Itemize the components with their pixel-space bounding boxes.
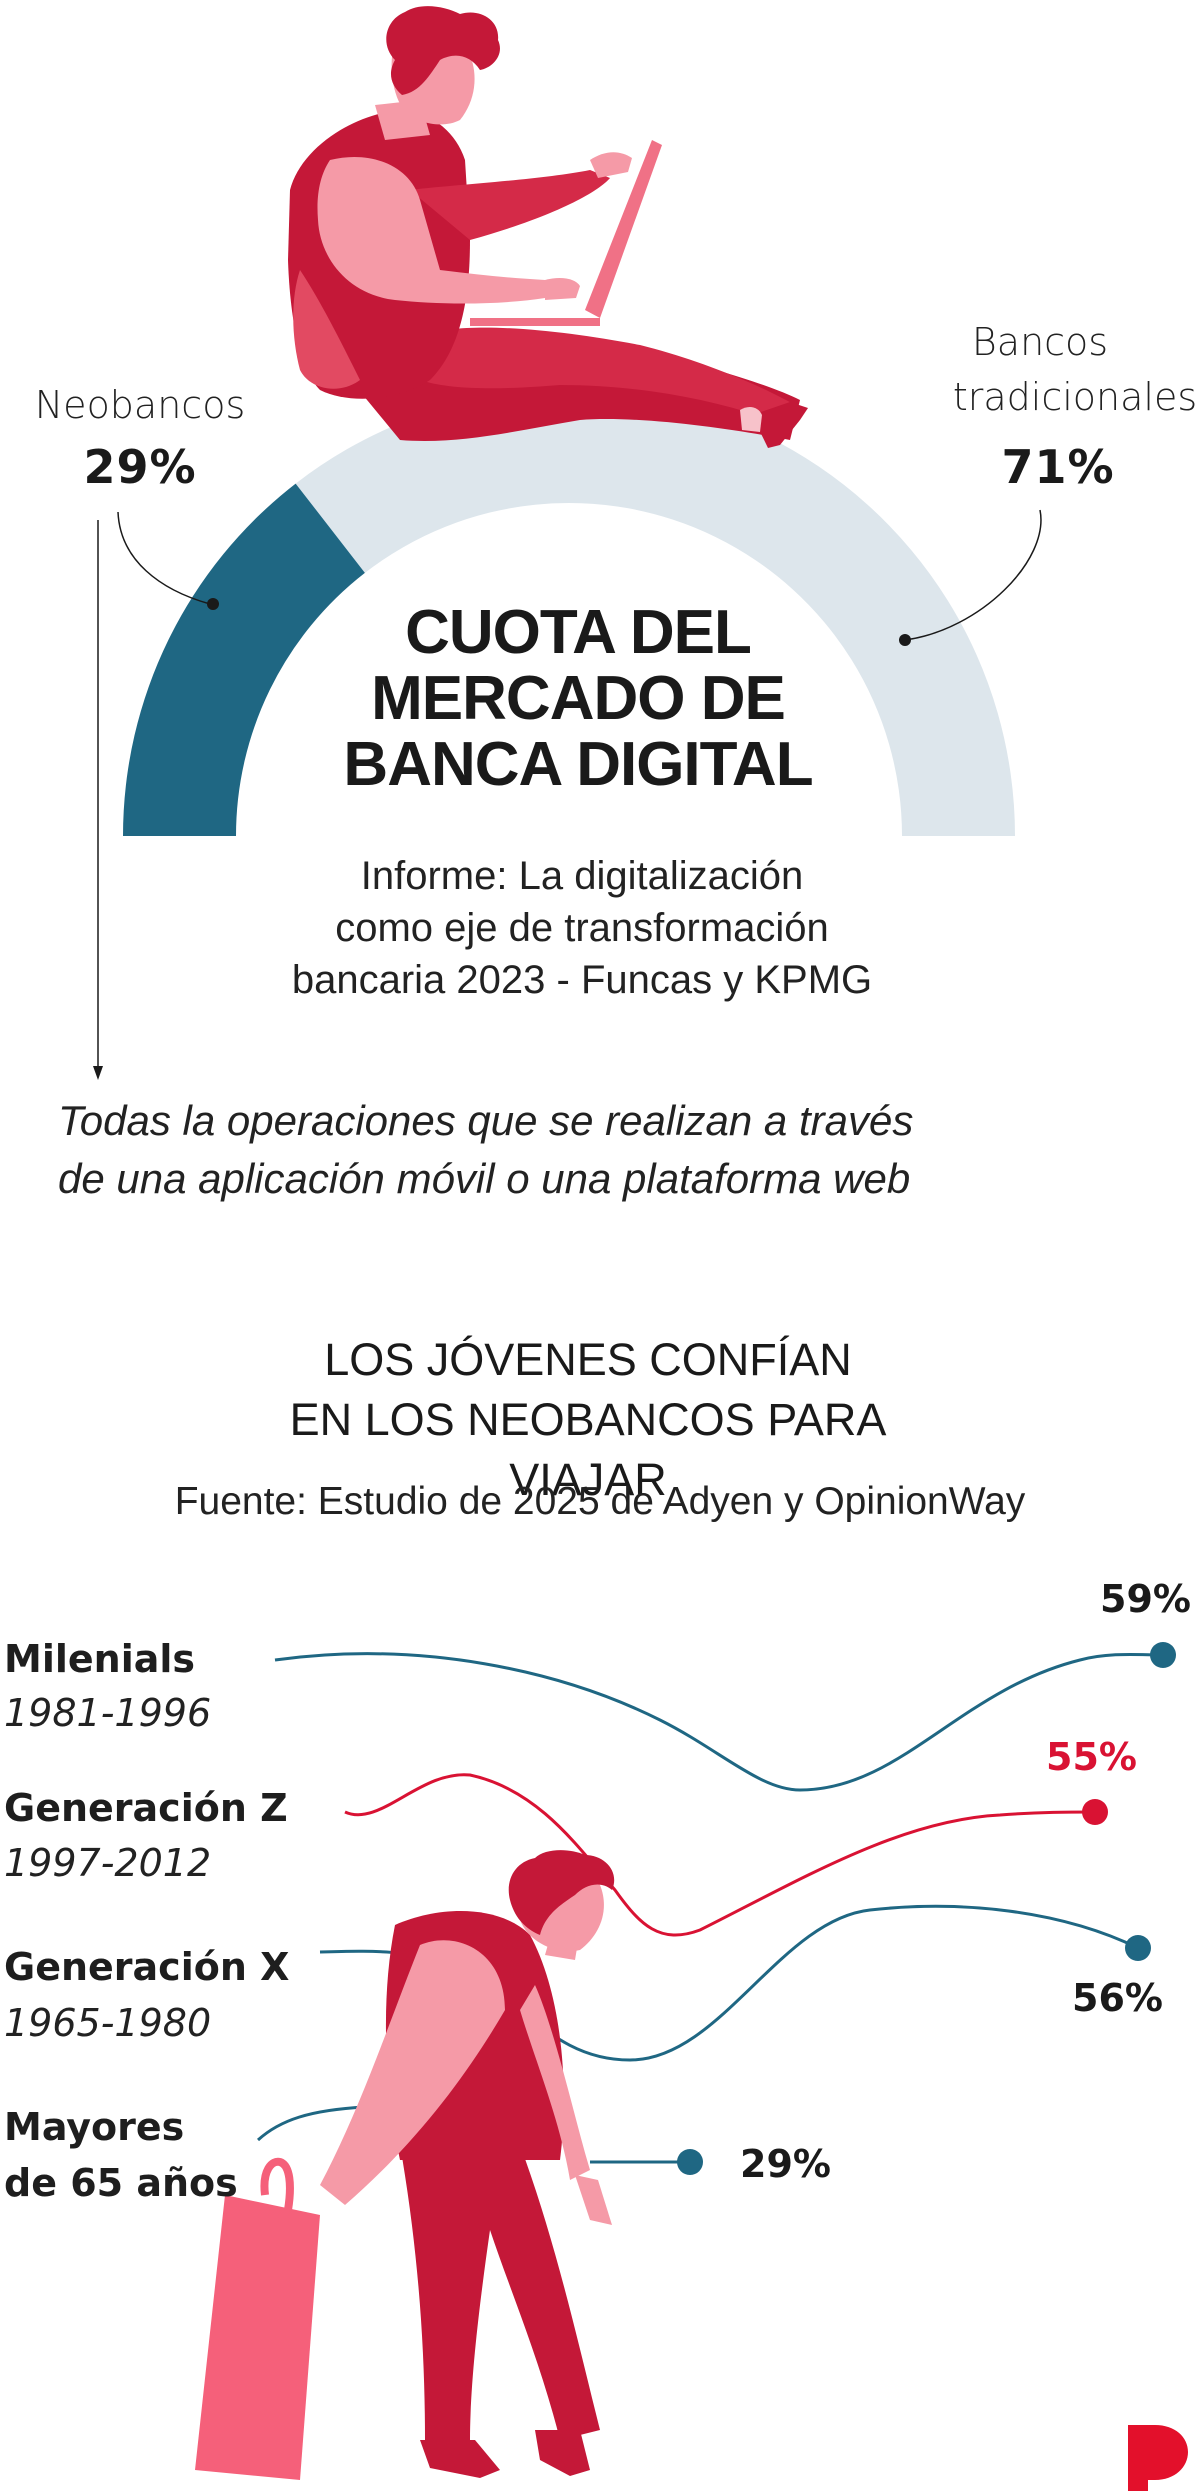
- slice-label-bancos-line1: Bancos: [971, 320, 1109, 364]
- footnote-digital-banking: Todas la operaciones que se realizan a t…: [58, 1092, 913, 1208]
- value-label-milenials: 59%: [1100, 1577, 1191, 1621]
- group-label-mayores-line1: Mayores: [4, 2105, 185, 2149]
- brand-logo-icon: [1128, 2425, 1188, 2491]
- series-endpoint-1: [1082, 1799, 1108, 1825]
- chart-title-cuota: CUOTA DEL MERCADO DE BANCA DIGITAL: [343, 598, 813, 799]
- slice-label-bancos-line2: tradicionales: [952, 375, 1198, 419]
- chart-source-informe: Informe: La digitalización como eje de t…: [292, 850, 872, 1006]
- walking-person-bag-illustration: [195, 1850, 615, 2480]
- group-years-milenials: 1981-1996: [4, 1691, 212, 1735]
- group-years-generacion-x: 1965-1980: [4, 2001, 212, 2045]
- group-label-milenials: Milenials: [4, 1637, 196, 1681]
- group-label-mayores-line2: de 65 años: [4, 2161, 238, 2205]
- value-label-generacion-z: 55%: [1046, 1735, 1137, 1779]
- leader-line-neobancos: [117, 511, 219, 610]
- sitting-person-laptop-illustration: [288, 6, 808, 448]
- series-endpoint-0: [1150, 1642, 1176, 1668]
- source-line: bancaria 2023 - Funcas y KPMG: [291, 958, 873, 1002]
- slice-value-neobancos: 29%: [83, 440, 197, 494]
- series-line-0: [274, 1652, 1164, 1792]
- title-line: BANCA DIGITAL: [343, 730, 813, 799]
- slice-label-neobancos: Neobancos: [34, 383, 246, 427]
- source-line: Informe: La digitalización: [360, 854, 804, 898]
- title-line: MERCADO DE: [371, 664, 786, 733]
- title-line: LOS JÓVENES CONFÍAN: [324, 1334, 852, 1385]
- group-label-generacion-x: Generación X: [4, 1945, 290, 1989]
- value-label-generacion-x: 56%: [1072, 1976, 1163, 2020]
- arc-slice-neobancos: [123, 483, 365, 836]
- chart-title-jovenes: LOS JÓVENES CONFÍAN EN LOS NEOBANCOS PAR…: [282, 1330, 894, 1510]
- title-line: CUOTA DEL: [405, 598, 752, 667]
- series-line-1: [344, 1773, 1096, 1937]
- arc-slice-bancos-tradicionales: [295, 389, 1016, 836]
- value-label-mayores: 29%: [740, 2142, 831, 2186]
- series-endpoint-2: [1125, 1935, 1151, 1961]
- footnote-line: Todas la operaciones que se realizan a t…: [58, 1097, 914, 1144]
- slice-value-bancos-tradicionales: 71%: [1001, 440, 1115, 494]
- title-line: EN LOS NEOBANCOS PARA VIAJAR: [289, 1394, 887, 1505]
- footnote-line: de una aplicación móvil o una plataforma…: [58, 1155, 911, 1202]
- footnote-arrow: [93, 520, 103, 1080]
- leader-line-bancos-tradicionales: [899, 509, 1042, 646]
- chart-source-adyen: Fuente: Estudio de 2025 de Adyen y Opini…: [174, 1480, 1026, 1523]
- group-years-generacion-z: 1997-2012: [4, 1841, 212, 1885]
- series-endpoint-3: [677, 2149, 703, 2175]
- source-line: como eje de transformación: [335, 906, 829, 950]
- group-label-generacion-z: Generación Z: [4, 1786, 288, 1830]
